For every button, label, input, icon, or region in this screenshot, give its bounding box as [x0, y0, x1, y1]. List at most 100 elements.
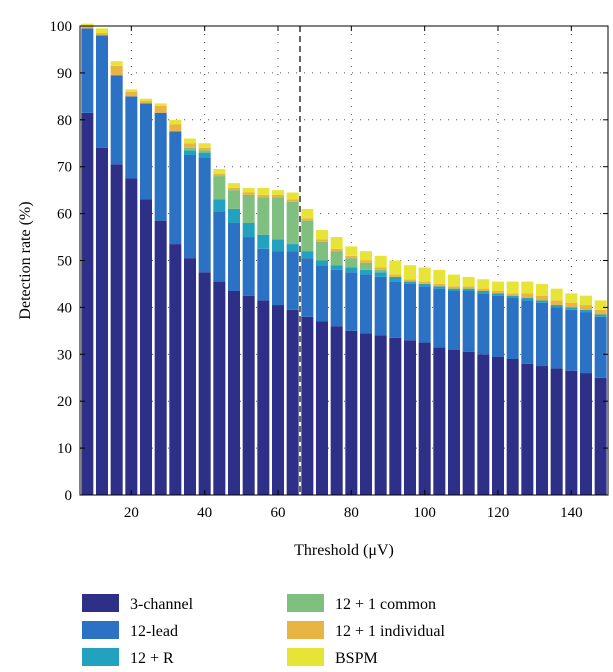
y-axis-label: Detection rate (%): [17, 201, 34, 319]
bar-segment: [183, 138, 197, 144]
bar-segment: [389, 274, 402, 277]
bar-segment: [550, 300, 563, 306]
bar-segment: [403, 283, 417, 341]
bar-segment: [242, 222, 255, 238]
bar-segment: [125, 89, 138, 92]
bar-segment: [359, 262, 373, 270]
bar-segment: [521, 300, 534, 364]
bar-segment: [447, 288, 461, 291]
legend-label: 12 + 1 common: [335, 596, 436, 613]
bar-segment: [506, 298, 519, 359]
bar-segment: [594, 316, 607, 378]
legend-swatch: [287, 648, 324, 666]
bar-segment: [81, 112, 94, 495]
bar-segment: [477, 354, 490, 495]
bar-segment: [535, 366, 549, 495]
bar-segment: [257, 300, 270, 495]
bar-segment: [227, 208, 241, 223]
x-axis-label: Threshold (μV): [294, 542, 394, 559]
bar-segment: [579, 305, 593, 310]
stacked-bars: [81, 23, 607, 496]
bar-segment: [389, 281, 402, 338]
bar-segment: [271, 239, 285, 252]
bar-segment: [565, 370, 578, 495]
bar-segment: [359, 333, 373, 495]
bar-segment: [301, 316, 314, 495]
bar-segment: [506, 358, 519, 495]
y-tick-label: 100: [50, 19, 73, 35]
x-tick-label: 140: [560, 505, 583, 521]
legend-swatch: [287, 594, 324, 612]
bar-segment: [154, 103, 167, 106]
grid-lines: [80, 26, 608, 495]
bar-segment: [345, 267, 358, 273]
bar-segment: [183, 147, 197, 151]
bar-segment: [433, 288, 446, 348]
bar-segment: [389, 276, 402, 282]
bar-segment: [301, 251, 314, 259]
bar-segment: [389, 337, 402, 495]
bar-segment: [579, 373, 593, 495]
y-tick-label: 70: [57, 160, 72, 176]
bar-segment: [213, 173, 226, 177]
bar-segment: [271, 190, 285, 195]
bar-segment: [242, 192, 255, 195]
bar-segment: [359, 269, 373, 275]
bar-segment: [110, 65, 123, 76]
bar-segment: [579, 295, 593, 306]
bar-segment: [447, 290, 461, 350]
legend-swatch: [287, 621, 324, 639]
legend-label: 12-lead: [130, 623, 178, 640]
bar-segment: [198, 272, 211, 495]
bar-segment: [433, 269, 446, 284]
y-tick-label: 60: [57, 207, 72, 223]
legend-label: 3-channel: [130, 596, 194, 613]
bar-segment: [565, 302, 578, 308]
bar-segment: [139, 199, 153, 495]
legend-swatch: [82, 621, 119, 639]
bar-segment: [315, 241, 329, 261]
bar-segment: [345, 330, 358, 495]
bar-segment: [110, 61, 123, 66]
bar-segment: [227, 183, 241, 188]
bar-segment: [271, 194, 285, 198]
legend: 3-channel 12-lead 12 + R 12 + 1 common 12 + …: [82, 594, 445, 667]
bar-segment: [506, 281, 519, 294]
x-tick-label: 120: [487, 505, 510, 521]
bar-segment: [183, 150, 197, 155]
x-tick-label: 20: [124, 505, 139, 521]
bar-segment: [227, 187, 241, 191]
bar-segment: [447, 349, 461, 495]
bar-segment: [374, 335, 387, 495]
bar-segment: [257, 194, 270, 198]
bar-segment: [374, 255, 387, 268]
bar-segment: [169, 119, 182, 125]
legend-label: BSPM: [335, 650, 378, 667]
bar-segment: [462, 286, 475, 289]
bar-segment: [433, 283, 446, 287]
legend-label: 12 + 1 individual: [335, 623, 445, 640]
bar-segment: [154, 112, 167, 221]
bar-segment: [535, 300, 549, 303]
x-tick-label: 100: [413, 505, 436, 521]
bar-segment: [418, 286, 431, 343]
bar-segment: [315, 265, 329, 322]
bar-segment: [447, 286, 461, 289]
bar-segment: [330, 265, 343, 270]
bar-segment: [301, 218, 314, 221]
y-tick-label: 20: [57, 394, 72, 410]
bar-segment: [169, 244, 182, 495]
bar-segment: [403, 340, 417, 495]
bar-segment: [565, 293, 578, 303]
bar-segment: [462, 290, 475, 352]
bar-segment: [315, 321, 329, 495]
bar-segment: [110, 75, 123, 165]
bar-segment: [594, 314, 607, 317]
bar-segment: [345, 272, 358, 331]
bar-segment: [183, 154, 197, 259]
bar-segment: [550, 368, 563, 495]
bar-segment: [257, 234, 270, 249]
bar-segment: [359, 251, 373, 261]
bar-segment: [95, 147, 109, 495]
